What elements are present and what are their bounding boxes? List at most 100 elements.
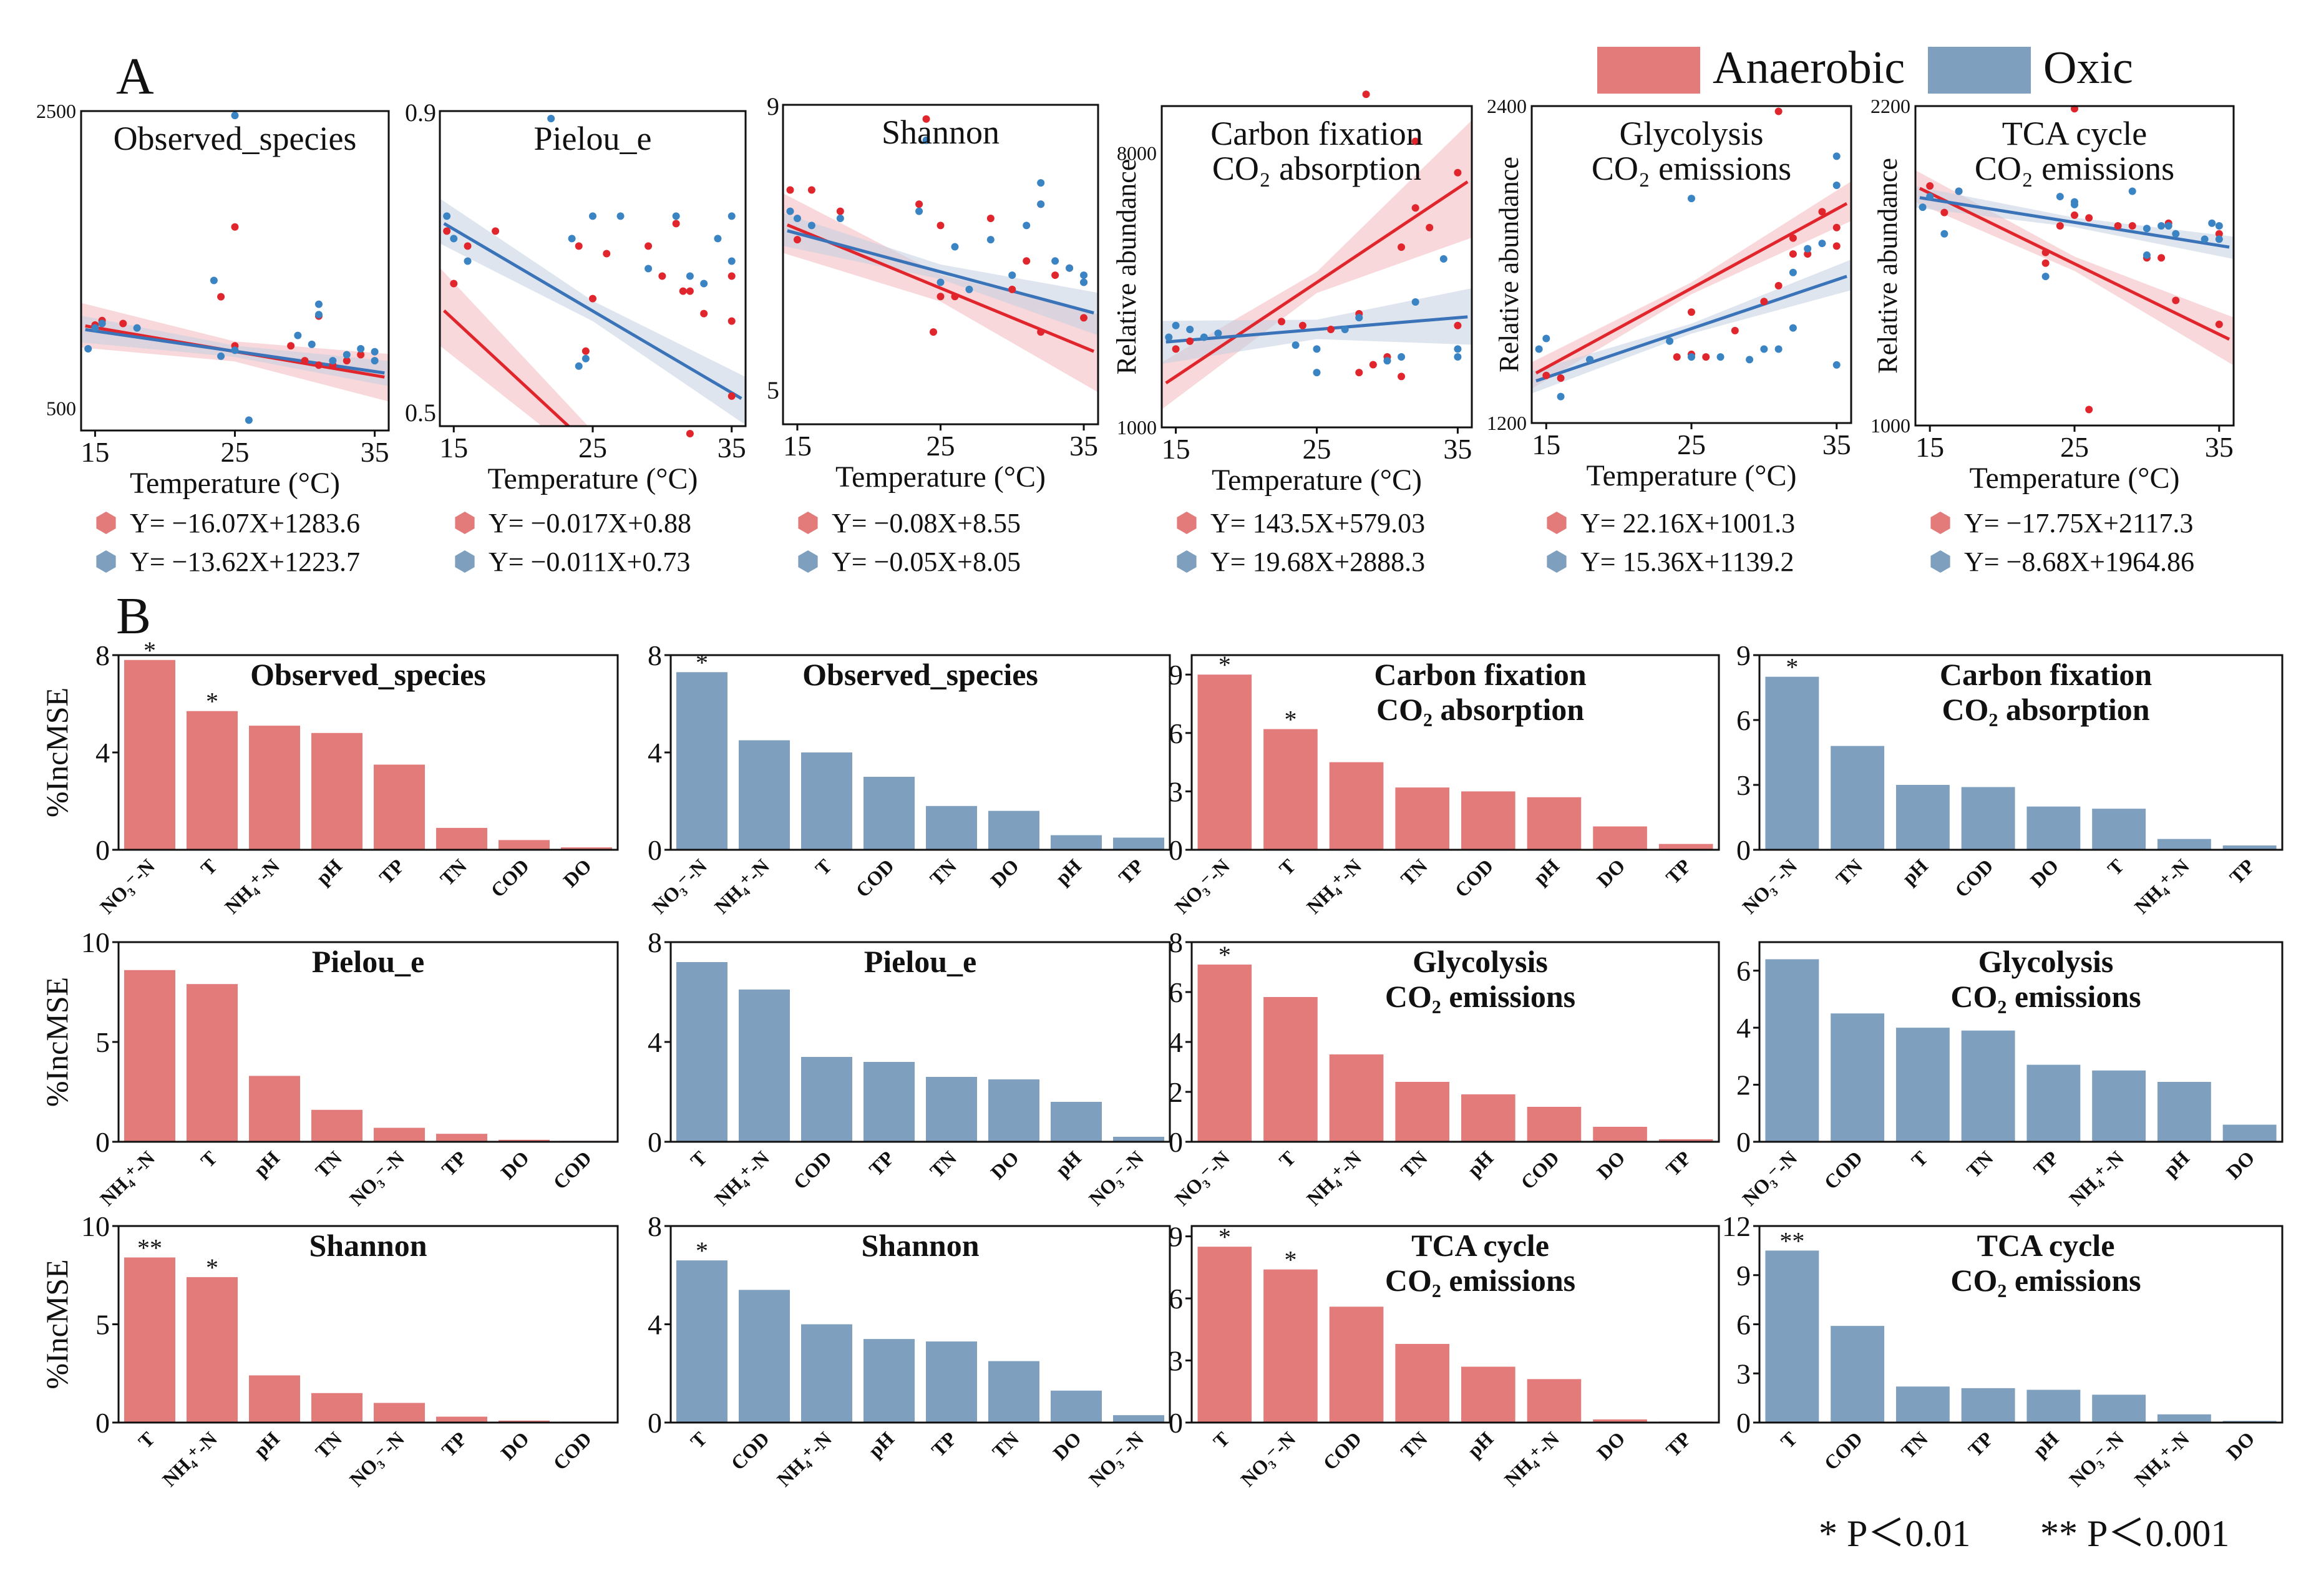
- category-label: TP: [1661, 1427, 1695, 1461]
- anaerobic-bar: [1263, 729, 1318, 850]
- category-label: COD: [548, 1146, 596, 1194]
- oxic-data-point: [1355, 314, 1363, 322]
- anaerobic-bar: [1461, 1094, 1515, 1142]
- category-label: DO: [497, 1146, 533, 1183]
- category-label: DO: [1592, 1427, 1629, 1464]
- oxic-data-point: [1760, 345, 1768, 353]
- category-label: NO₃⁻-N: [1084, 1146, 1148, 1210]
- oxic-data-point: [1080, 278, 1088, 286]
- oxic-data-point: [1919, 203, 1927, 212]
- anaerobic-bar: [124, 1257, 175, 1423]
- oxic-bar: [739, 990, 790, 1142]
- oxic-data-point: [308, 340, 316, 348]
- anaerobic-bar: [1658, 844, 1713, 850]
- anaerobic-data-point: [986, 215, 995, 223]
- oxic-data-point: [1080, 271, 1088, 280]
- oxic-bar: [676, 672, 727, 850]
- anaerobic-bar: [561, 847, 612, 850]
- chart-title: Shannon: [309, 1228, 427, 1263]
- oxic-data-point: [84, 345, 92, 353]
- anaerobic-marker-icon: [96, 512, 116, 534]
- y-tick-label: 0: [648, 834, 662, 866]
- category-label: TP: [1114, 854, 1148, 888]
- y-tick-label: 0: [1736, 1407, 1751, 1439]
- anaerobic-bar: [311, 1109, 362, 1142]
- anaerobic-data-point: [700, 309, 708, 318]
- anaerobic-data-point: [807, 186, 815, 194]
- y-tick-label: 6: [1736, 955, 1751, 987]
- category-label: pH: [1897, 854, 1932, 889]
- anaerobic-bar: [499, 840, 550, 850]
- anaerobic-bar: [1527, 797, 1582, 850]
- oxic-bar: [1765, 1250, 1819, 1423]
- y-tick-label: 2400: [1487, 95, 1527, 117]
- chart-title: TCA cycle: [2002, 115, 2147, 152]
- oxic-data-point: [1716, 353, 1725, 361]
- category-label: DO: [1592, 1146, 1629, 1183]
- legend-anaerobic-swatch: [1597, 47, 1700, 94]
- chart-title: Glycolysis: [1619, 115, 1763, 152]
- oxic-bar: [1765, 676, 1819, 850]
- x-tick-label: 15: [783, 430, 812, 462]
- oxic-bar: [2092, 1394, 2146, 1423]
- y-tick-label: 3: [1736, 1358, 1751, 1389]
- oxic-data-point: [98, 319, 106, 328]
- anaerobic-bar: [436, 1416, 487, 1423]
- anaerobic-equation: Y= −16.07X+1283.6: [130, 508, 360, 538]
- chart-title: Glycolysis: [1978, 944, 2114, 979]
- category-label: T: [686, 1146, 711, 1172]
- y-axis-label: %IncMSE: [39, 1259, 74, 1389]
- category-label: TP: [1963, 1427, 1997, 1461]
- category-label: TP: [2029, 1146, 2063, 1180]
- y-tick-label: 3: [1736, 769, 1751, 801]
- anaerobic-regression-line: [442, 309, 571, 426]
- oxic-data-point: [2172, 230, 2180, 238]
- anaerobic-marker-icon: [798, 512, 818, 534]
- category-label: TP: [1661, 1146, 1695, 1180]
- chart-title: CO₂ absorption: [1942, 692, 2149, 727]
- oxic-data-point: [922, 136, 930, 144]
- anaerobic-bar: [1329, 1054, 1384, 1142]
- oxic-bar: [1051, 1102, 1102, 1142]
- oxic-data-point: [133, 324, 141, 332]
- y-tick-label: 0: [95, 1407, 110, 1439]
- oxic-regression-line: [1535, 275, 1847, 382]
- plot-area: [1532, 181, 1851, 394]
- oxic-data-point: [1746, 356, 1754, 364]
- category-label: DO: [986, 854, 1023, 891]
- anaerobic-data-point: [686, 287, 694, 295]
- x-axis-label: Temperature (°C): [1586, 459, 1796, 492]
- anaerobic-data-point: [836, 207, 844, 215]
- anaerobic-data-point: [2215, 320, 2223, 328]
- anaerobic-data-point: [1411, 204, 1419, 212]
- anaerobic-bar: [1329, 762, 1384, 850]
- oxic-data-point: [1292, 341, 1300, 349]
- anaerobic-bar: [249, 726, 300, 850]
- oxic-data-point: [1186, 325, 1194, 333]
- y-tick-label: 1200: [1487, 412, 1527, 434]
- y-tick-label: 6: [1736, 1309, 1751, 1341]
- anaerobic-data-point: [2085, 406, 2093, 414]
- oxic-data-point: [807, 221, 815, 230]
- y-tick-label: 0: [1736, 834, 1751, 866]
- anaerobic-marker-icon: [455, 512, 475, 534]
- oxic-bar: [863, 1062, 915, 1142]
- category-label: NO₃⁻-N: [345, 1427, 409, 1491]
- anaerobic-data-point: [492, 227, 500, 235]
- significance-marker: *: [1219, 941, 1231, 969]
- y-tick-label: 5: [95, 1026, 110, 1058]
- y-axis-label: Relative abundance: [1111, 159, 1142, 375]
- y-tick-label: 2: [1736, 1069, 1751, 1101]
- x-axis-label: Temperature (°C): [1212, 464, 1422, 497]
- category-label: pH: [863, 1427, 898, 1462]
- x-tick-label: 15: [1915, 431, 1944, 463]
- oxic-data-point: [91, 324, 99, 332]
- oxic-data-point: [371, 357, 379, 365]
- oxic-bar: [2157, 839, 2211, 850]
- y-tick-label: 9: [1169, 1221, 1183, 1253]
- oxic-bar: [1895, 785, 1950, 850]
